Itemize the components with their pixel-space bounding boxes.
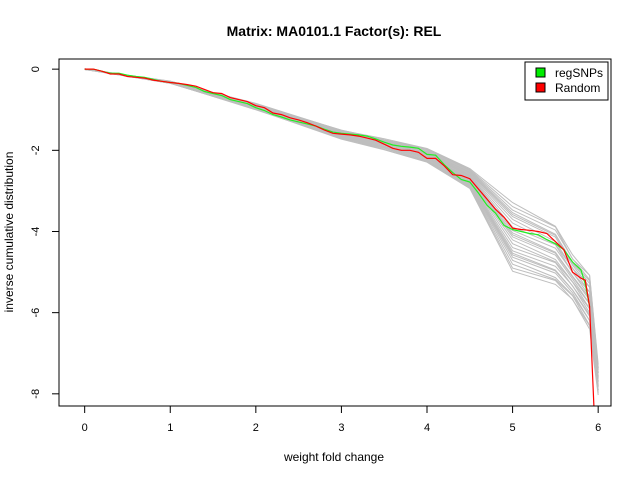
axes: 0 1 2 3 4 5 6 0 -2 -4 -6 -8 bbox=[30, 66, 601, 434]
x-tick-label: 5 bbox=[510, 422, 516, 434]
legend-label-regsnps: regSNPs bbox=[555, 66, 603, 80]
y-tick-label: -2 bbox=[30, 145, 42, 155]
x-tick-label: 4 bbox=[424, 422, 430, 434]
random-sample-line bbox=[84, 68, 599, 377]
y-axis-label: inverse cumulative distribution bbox=[2, 152, 16, 313]
legend: regSNPs Random bbox=[524, 61, 609, 101]
random-sample-line bbox=[84, 68, 599, 388]
y-tick-label: -6 bbox=[30, 308, 42, 318]
x-tick-label: 3 bbox=[338, 422, 344, 434]
x-tick-label: 1 bbox=[167, 422, 173, 434]
y-tick-label: 0 bbox=[30, 66, 42, 72]
y-tick-label: -8 bbox=[30, 389, 42, 399]
legend-swatch-regsnps bbox=[535, 67, 546, 78]
random-sample-line bbox=[84, 69, 599, 396]
random-sample-line bbox=[84, 68, 599, 382]
plot-area-frame bbox=[58, 58, 612, 407]
random-sample-line bbox=[84, 68, 599, 382]
series-lines bbox=[84, 68, 595, 406]
chart-title: Matrix: MA0101.1 Factor(s): REL bbox=[227, 23, 442, 39]
legend-swatch-random bbox=[535, 82, 546, 93]
legend-label-random: Random bbox=[555, 81, 600, 95]
x-axis-label: weight fold change bbox=[283, 450, 384, 464]
series-line-random bbox=[84, 68, 595, 406]
random-sample-line bbox=[84, 68, 599, 382]
random-sample-line bbox=[84, 68, 599, 377]
random-sample-line bbox=[84, 68, 599, 371]
random-sample-line bbox=[84, 68, 599, 373]
x-tick-label: 0 bbox=[82, 422, 88, 434]
y-tick-label: -4 bbox=[30, 227, 42, 237]
series-line-regsnps bbox=[84, 68, 591, 307]
x-tick-label: 6 bbox=[595, 422, 601, 434]
x-tick-label: 2 bbox=[253, 422, 259, 434]
